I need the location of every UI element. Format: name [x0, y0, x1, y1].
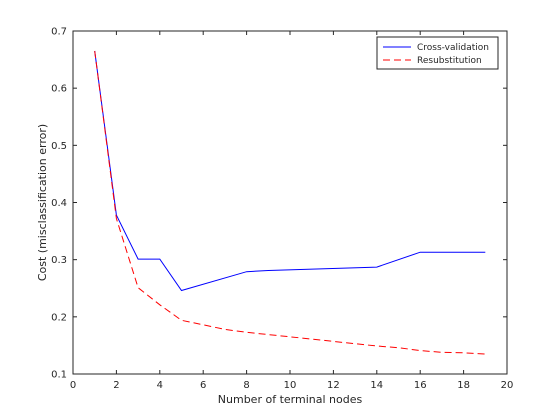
series-line-resubstitution	[94, 50, 486, 355]
y-tick-label: 0.1	[51, 370, 67, 381]
x-tick-label: 8	[243, 380, 249, 391]
x-tick-label: 10	[284, 380, 297, 391]
x-tick-label: 12	[327, 380, 340, 391]
legend-box	[376, 36, 499, 70]
axes-layer: 0 2 4 6 8 10 12 14 16 18 20 0.1 0.2 0.3 0.4 0.5 0.6 0.7	[51, 27, 513, 392]
y-tick-label: 0.6	[51, 84, 67, 95]
series-line-cross-validation	[94, 50, 486, 292]
y-tick-label: 0.4	[51, 198, 67, 209]
legend-label: Resubstitution	[417, 56, 482, 66]
x-tick-label: 16	[414, 380, 427, 391]
x-tick-label: 18	[457, 380, 470, 391]
y-tick-label: 0.3	[51, 255, 67, 266]
plot-frame	[72, 30, 508, 375]
x-tick-label: 2	[113, 380, 119, 391]
x-tick-label: 20	[501, 380, 514, 391]
x-tick-label: 6	[200, 380, 206, 391]
y-tick-label: 0.7	[51, 27, 67, 38]
legend: Cross-validation Resubstitution	[376, 36, 499, 70]
y-axis-label: Cost (misclassification error)	[36, 124, 49, 281]
x-tick-label: 14	[370, 380, 383, 391]
plot-area	[72, 30, 508, 375]
legend-label: Cross-validation	[417, 43, 489, 53]
x-tick-label: 0	[70, 380, 76, 391]
x-tick-label: 4	[157, 380, 163, 391]
y-tick-label: 0.2	[51, 312, 67, 323]
y-tick-label: 0.5	[51, 141, 67, 152]
x-axis-label: Number of terminal nodes	[218, 393, 363, 406]
series-layer	[94, 50, 486, 355]
